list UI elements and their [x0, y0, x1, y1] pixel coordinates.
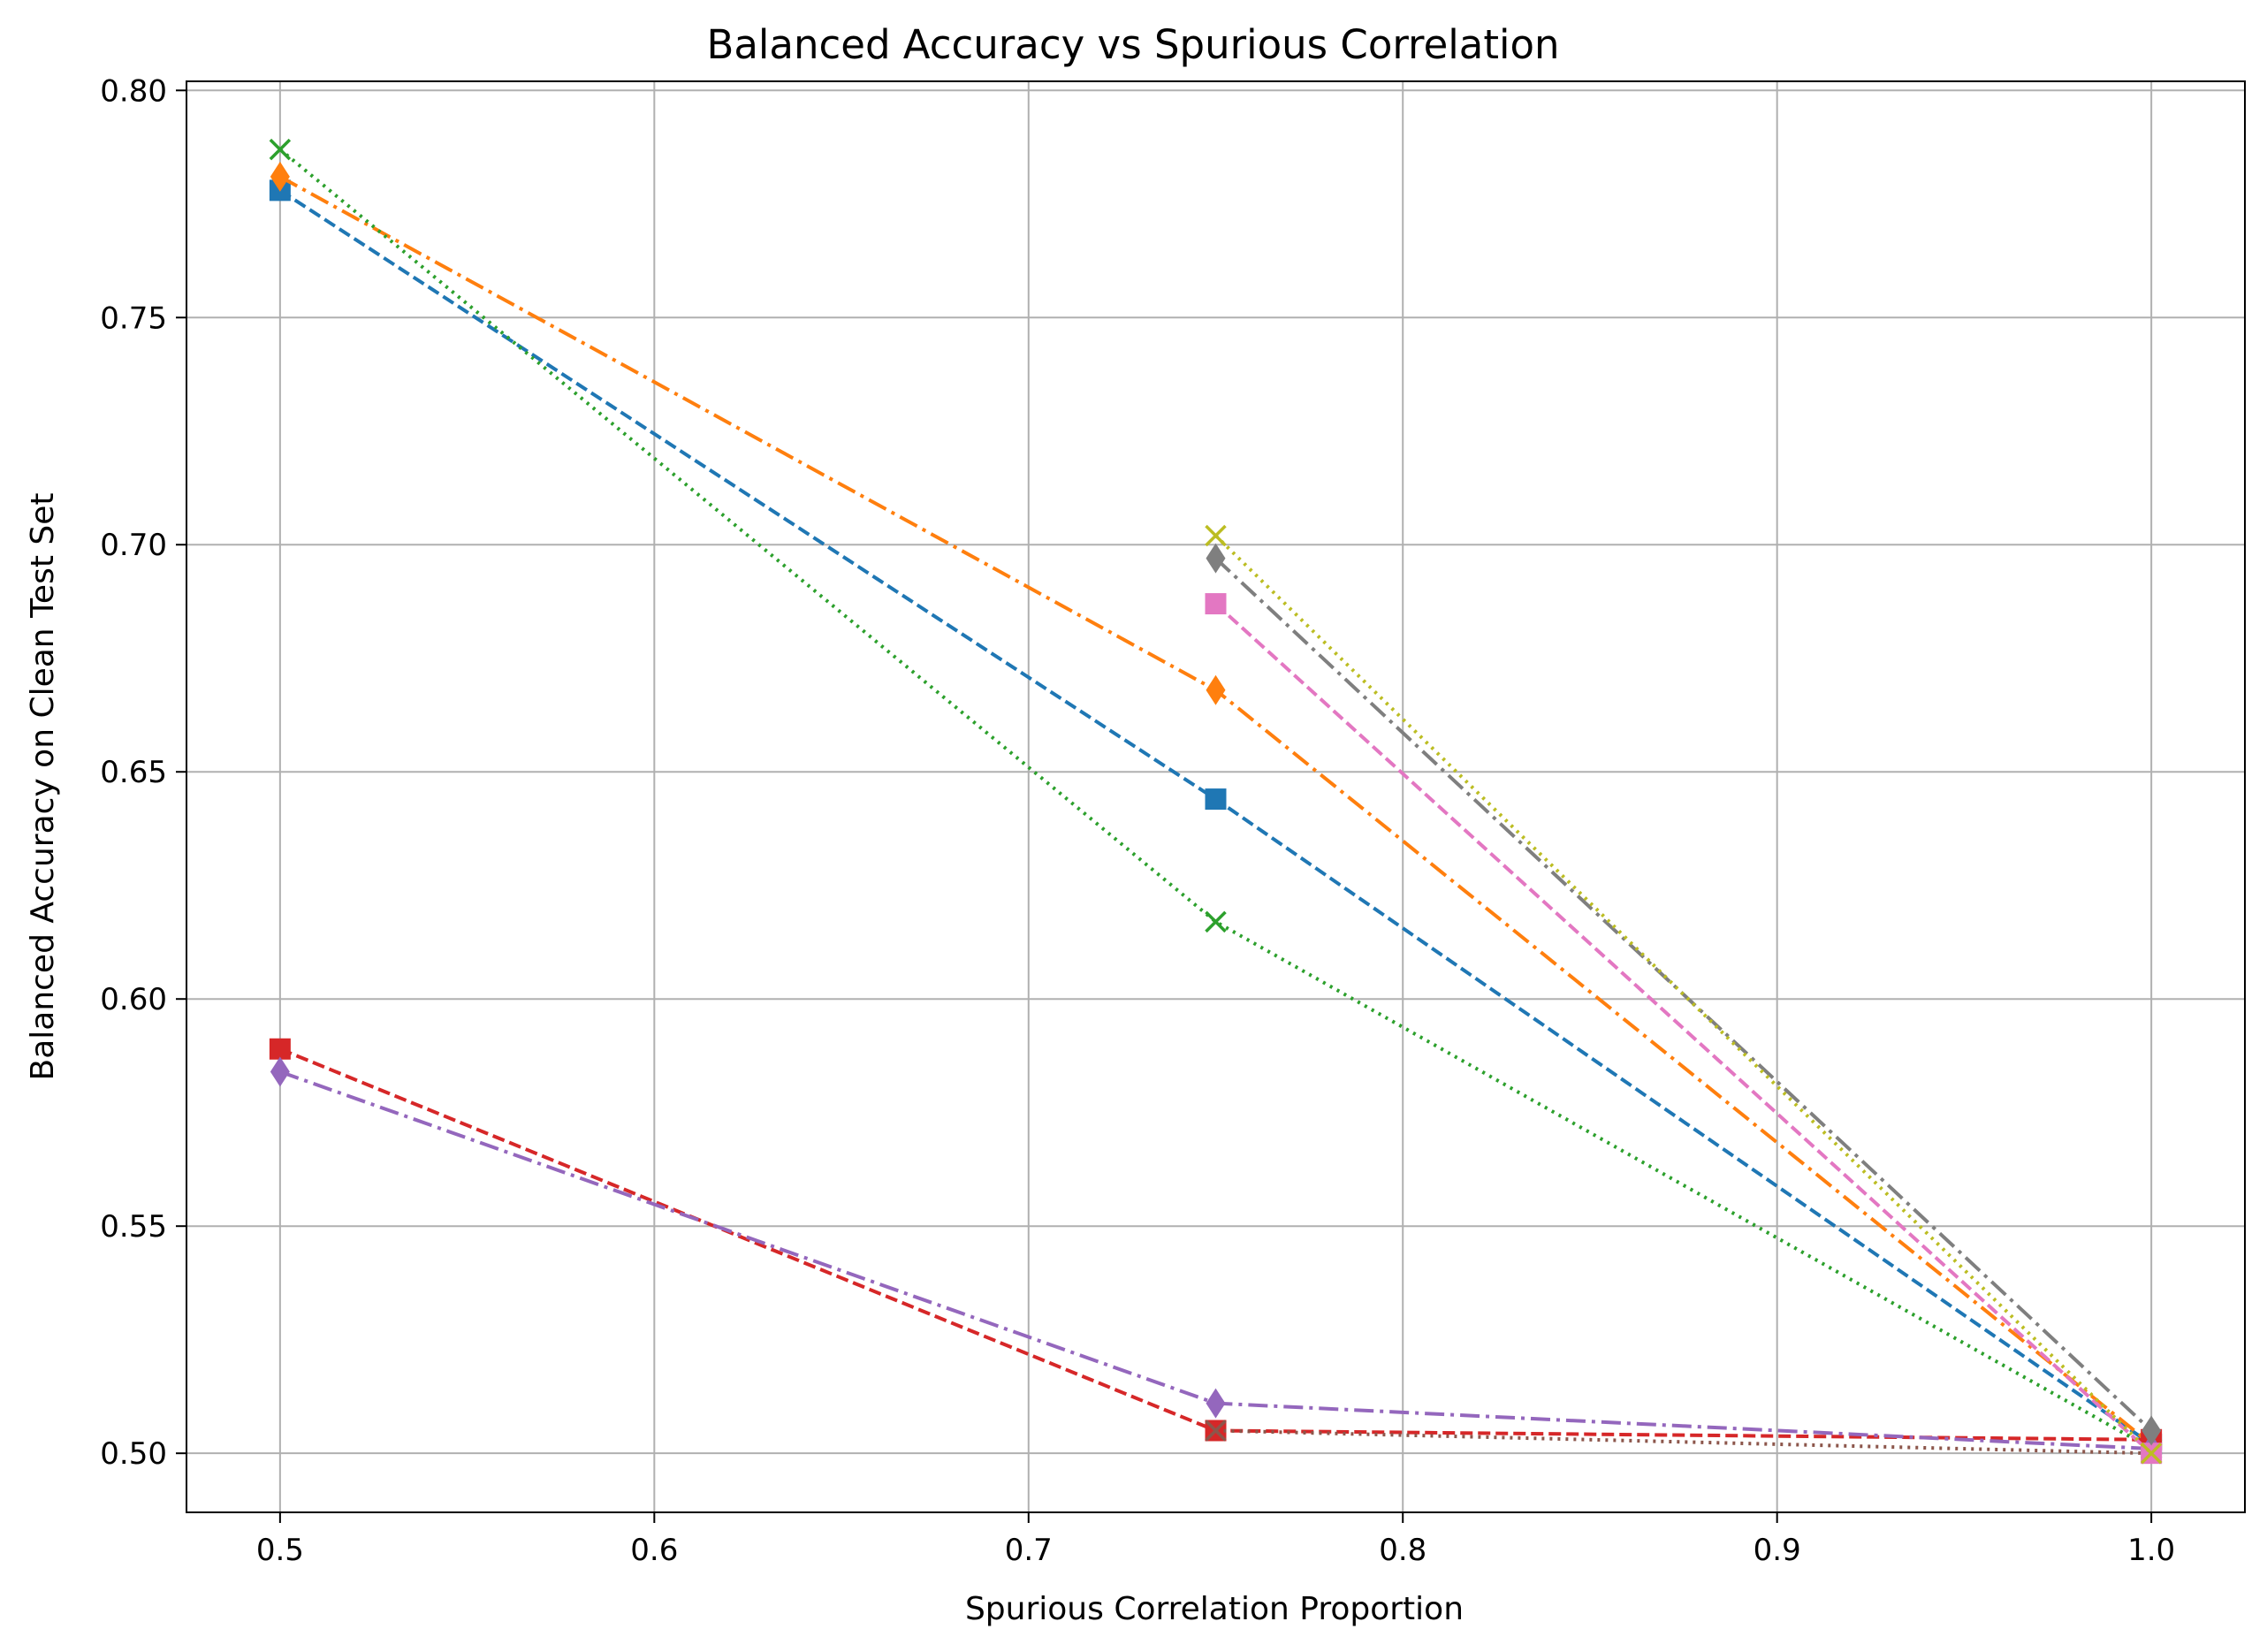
y-tick-label: 0.80	[100, 73, 167, 109]
x-axis-label: Spurious Correlation Proportion	[965, 1591, 1464, 1627]
data-point	[269, 138, 292, 161]
y-tick-label: 0.55	[100, 1209, 167, 1245]
series-layer	[269, 138, 2163, 1465]
data-point	[1206, 1388, 1226, 1419]
data-point	[269, 1038, 291, 1060]
plot-frame	[186, 80, 2246, 1513]
x-tick-label: 0.9	[1754, 1533, 1801, 1568]
y-tick-label: 0.70	[100, 528, 167, 563]
data-point	[1205, 524, 1227, 547]
data-point	[270, 161, 290, 192]
y-tick-label: 0.60	[100, 982, 167, 1017]
y-tick-label: 0.75	[100, 301, 167, 336]
series-line	[1214, 602, 2153, 1455]
data-point	[1206, 674, 1226, 705]
data-point	[1206, 543, 1226, 574]
x-tick-label: 1.0	[2127, 1533, 2175, 1568]
series-8	[1206, 543, 2162, 1446]
grid	[186, 81, 2245, 1512]
x-tick-label: 0.8	[1379, 1533, 1426, 1568]
data-point	[2141, 1415, 2162, 1446]
data-point	[1205, 1420, 1227, 1442]
data-point	[2140, 1442, 2163, 1465]
series-9	[1205, 524, 2163, 1465]
ticks: 0.5 0.6 0.7 0.8 0.9 1.0 0.50 0.55 0.60 0.65 0.70 0.…	[100, 73, 2175, 1568]
x-tick-label: 0.6	[630, 1533, 678, 1568]
x-tick-label: 0.7	[1005, 1533, 1053, 1568]
y-tick-label: 0.50	[100, 1436, 167, 1472]
series-line	[1215, 1428, 2152, 1456]
series-line	[1214, 534, 2153, 1455]
y-axis-label: Balanced Accuracy on Clean Test Set	[25, 492, 61, 1080]
data-point	[270, 1056, 290, 1087]
data-point	[1205, 593, 1227, 615]
chart-title: Balanced Accuracy vs Spurious Correlatio…	[706, 21, 1559, 68]
series-line	[1214, 557, 2153, 1432]
y-tick-label: 0.65	[100, 755, 167, 790]
data-point	[1205, 910, 1227, 933]
data-point	[1205, 788, 1227, 811]
x-tick-label: 0.5	[256, 1533, 304, 1568]
